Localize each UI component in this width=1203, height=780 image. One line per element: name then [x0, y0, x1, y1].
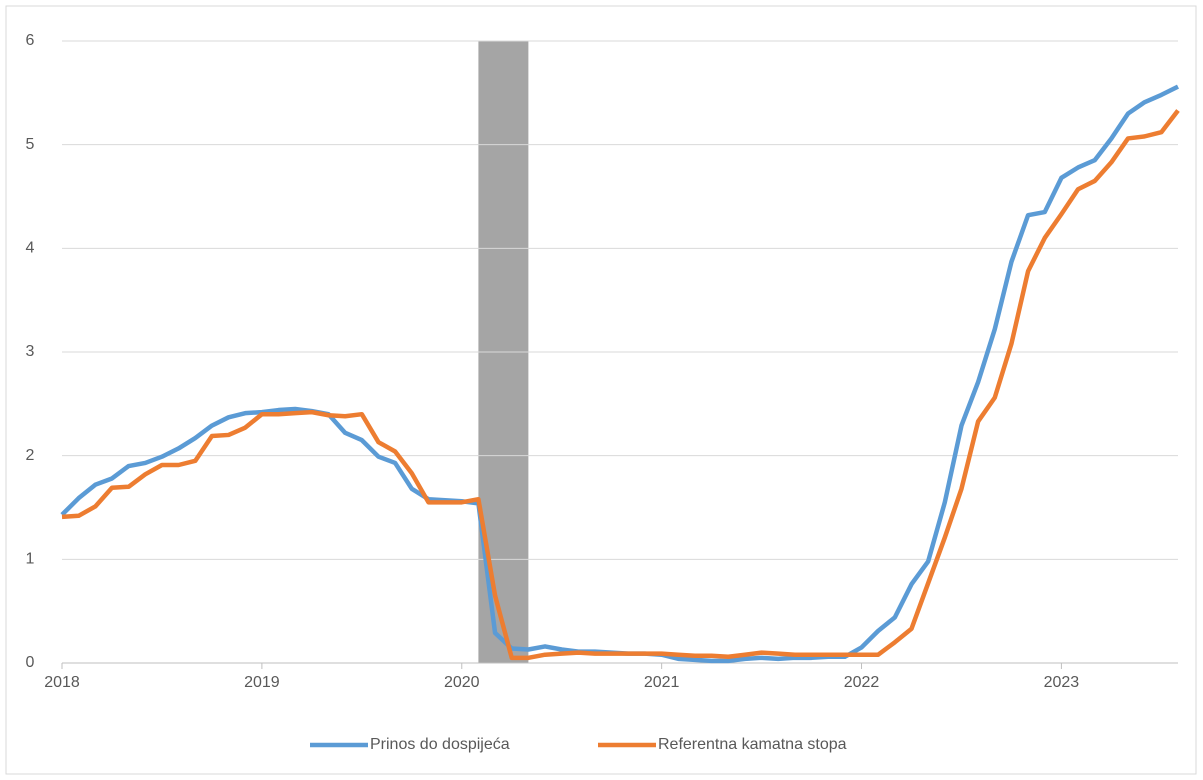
y-tick-label: 1 — [26, 551, 35, 568]
y-tick-label: 4 — [26, 240, 35, 257]
y-tick-label: 6 — [26, 32, 35, 49]
x-tick-label: 2020 — [444, 674, 480, 691]
y-tick-label: 3 — [26, 343, 35, 360]
y-tick-label: 2 — [26, 447, 35, 464]
x-tick-label: 2022 — [844, 674, 880, 691]
y-tick-label: 5 — [26, 136, 35, 153]
x-tick-label: 2021 — [644, 674, 680, 691]
legend-label: Prinos do dospijeća — [370, 736, 510, 753]
x-tick-label: 2018 — [44, 674, 80, 691]
x-tick-label: 2019 — [244, 674, 280, 691]
legend-label: Referentna kamatna stopa — [658, 736, 847, 753]
series-line — [61, 109, 1180, 661]
chart-border — [5, 5, 1197, 775]
x-tick-label: 2023 — [1044, 674, 1080, 691]
y-tick-label: 0 — [26, 654, 35, 671]
